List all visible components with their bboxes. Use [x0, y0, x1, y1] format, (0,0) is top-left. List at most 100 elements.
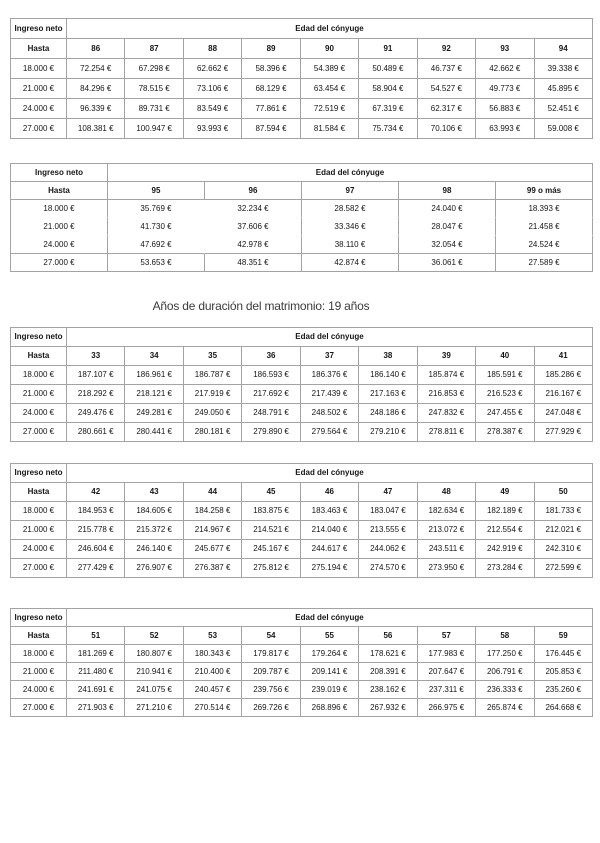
- amount-cell: 70.106 €: [417, 119, 477, 139]
- amount-cell: 243.511 €: [417, 540, 477, 559]
- amount-cell: 267.932 €: [359, 699, 418, 717]
- age-header-cell: Edad del cónyuge: [67, 464, 593, 483]
- income-header-cell: Ingreso neto: [11, 19, 67, 39]
- amount-cell: 237.311 €: [417, 681, 477, 699]
- age-column-header: 93: [476, 39, 535, 59]
- income-row-label: 27.000 €: [11, 119, 67, 139]
- amount-cell: 214.521 €: [242, 521, 301, 540]
- age-column-header: 40: [476, 347, 535, 366]
- amount-cell: 211.480 €: [67, 663, 126, 681]
- age-column-header: 42: [67, 483, 126, 502]
- amount-cell: 185.874 €: [417, 366, 477, 385]
- amount-cell: 212.021 €: [534, 521, 593, 540]
- amount-cell: 279.210 €: [359, 423, 418, 442]
- amount-cell: 248.186 €: [359, 404, 418, 423]
- amount-cell: 87.594 €: [242, 119, 301, 139]
- amount-cell: 245.677 €: [183, 540, 243, 559]
- amount-cell: 217.163 €: [359, 385, 418, 404]
- table-row: 18.000 €72.254 €67.298 €62.662 €58.396 €…: [11, 59, 593, 79]
- amount-cell: 63.454 €: [300, 79, 360, 99]
- income-header-cell: Ingreso neto: [11, 164, 108, 182]
- amount-cell: 265.874 €: [476, 699, 535, 717]
- age-column-header: 97: [302, 182, 399, 200]
- age-row: Hasta 33 34 35 36 37 38 39 40 41: [11, 347, 593, 366]
- amount-cell: 179.817 €: [242, 645, 301, 663]
- amount-cell: 214.967 €: [183, 521, 243, 540]
- amount-cell: 269.726 €: [242, 699, 301, 717]
- amount-cell: 185.286 €: [534, 366, 593, 385]
- amount-cell: 93.993 €: [183, 119, 243, 139]
- amount-cell: 215.778 €: [67, 521, 126, 540]
- age-column-header: 44: [183, 483, 243, 502]
- age-column-header: 47: [359, 483, 418, 502]
- amount-cell: 264.668 €: [534, 699, 593, 717]
- income-row-label: 18.000 €: [11, 502, 67, 521]
- amount-cell: 266.975 €: [417, 699, 477, 717]
- table-row: 24.000 €96.339 €89.731 €83.549 €77.861 €…: [11, 99, 593, 119]
- age-column-header: 46: [300, 483, 360, 502]
- age-column-header: 87: [125, 39, 184, 59]
- table-row: 21.000 €218.292 €218.121 €217.919 €217.6…: [11, 385, 593, 404]
- amount-cell: 280.441 €: [125, 423, 184, 442]
- amount-cell: 247.455 €: [476, 404, 535, 423]
- table-row: 18.000 €181.269 €180.807 €180.343 €179.8…: [11, 645, 593, 663]
- age-column-header: 39: [417, 347, 477, 366]
- table-row: 21.000 €84.296 €78.515 €73.106 €68.129 €…: [11, 79, 593, 99]
- age-column-header: 98: [399, 182, 496, 200]
- upto-header-cell: Hasta: [11, 627, 67, 645]
- amount-cell: 238.162 €: [359, 681, 418, 699]
- amount-cell: 241.075 €: [125, 681, 184, 699]
- table-row: 27.000 €53.653 €48.351 €42.874 €36.061 €…: [11, 254, 594, 272]
- amount-cell: 62.317 €: [417, 99, 477, 119]
- amount-cell: 275.194 €: [300, 559, 360, 578]
- income-row-label: 24.000 €: [11, 404, 67, 423]
- income-header-cell: Ingreso neto: [11, 328, 67, 347]
- age-column-header: 59: [534, 627, 593, 645]
- amount-cell: 100.947 €: [125, 119, 184, 139]
- age-row: Hasta 42 43 44 45 46 47 48 49 50: [11, 483, 593, 502]
- amount-cell: 182.634 €: [417, 502, 477, 521]
- income-row-label: 18.000 €: [11, 59, 67, 79]
- income-row-label: 21.000 €: [11, 663, 67, 681]
- income-row-label: 21.000 €: [11, 218, 108, 236]
- header-row: Ingreso neto Edad del cónyuge: [11, 19, 593, 39]
- age-column-header: 89: [242, 39, 301, 59]
- amount-cell: 35.769 €: [140, 203, 172, 213]
- amount-cell: 180.343 €: [183, 645, 243, 663]
- age-column-header: 54: [242, 627, 301, 645]
- amount-cell: 53.653 €: [108, 254, 205, 272]
- age-header-cell: Edad del cónyuge: [108, 164, 594, 182]
- amount-cell: 244.617 €: [300, 540, 360, 559]
- age-row: Hasta 95 96 97 98 99 o más: [11, 182, 594, 200]
- amount-cell: 58.396 €: [242, 59, 301, 79]
- amount-cell: 244.062 €: [359, 540, 418, 559]
- header-row: Ingreso neto Edad del cónyuge: [11, 164, 594, 182]
- amount-cell: 212.554 €: [476, 521, 535, 540]
- age-column-header: 92: [417, 39, 477, 59]
- age-column-header: 50: [534, 483, 593, 502]
- age-column-header: 96: [205, 182, 302, 200]
- amount-cell: 249.281 €: [125, 404, 184, 423]
- table-row: 18.000 €184.953 €184.605 €184.258 €183.8…: [11, 502, 593, 521]
- amount-cell: 205.853 €: [534, 663, 593, 681]
- amount-cell: 83.549 €: [183, 99, 243, 119]
- income-row-label: 24.000 €: [11, 99, 67, 119]
- amount-cell: 184.605 €: [125, 502, 184, 521]
- amount-cell: 215.372 €: [125, 521, 184, 540]
- amount-cell: 177.250 €: [476, 645, 535, 663]
- amount-cell: 28.582 €: [302, 200, 399, 218]
- age-column-header: 36: [242, 347, 301, 366]
- amount-cell: 52.451 €: [534, 99, 593, 119]
- amount-cell: 245.167 €: [242, 540, 301, 559]
- income-row-label: 24.000 €: [11, 236, 108, 254]
- amount-cell: 186.961 €: [125, 366, 184, 385]
- age-header-cell: Edad del cónyuge: [67, 328, 593, 347]
- amount-cell: 42.662 €: [476, 59, 535, 79]
- amount-cell: 271.903 €: [67, 699, 126, 717]
- amount-cell: 18.393 €: [496, 200, 594, 218]
- table-row: 27.000 €277.429 €276.907 €276.387 €275.8…: [11, 559, 593, 578]
- age-column-header: 53: [183, 627, 243, 645]
- income-row-label: 18.000 €: [11, 645, 67, 663]
- amount-cell: 276.387 €: [183, 559, 243, 578]
